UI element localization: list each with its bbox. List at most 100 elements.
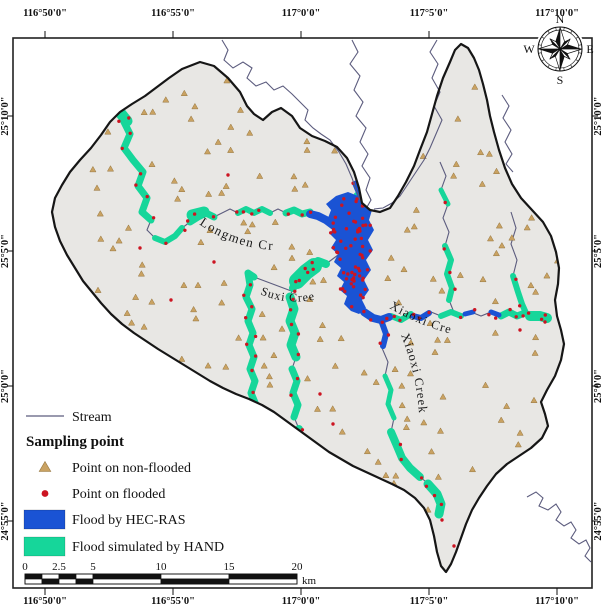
non-flooded-point-marker bbox=[398, 382, 406, 389]
latitude-label-left: 25°10'0" bbox=[0, 96, 11, 135]
scale-bar-tick-label: 2.5 bbox=[52, 561, 66, 573]
non-flooded-point-marker bbox=[180, 89, 188, 96]
non-flooded-point-marker bbox=[178, 185, 186, 192]
non-flooded-point-marker bbox=[104, 128, 112, 135]
non-flooded-point-marker bbox=[204, 362, 212, 369]
non-flooded-point-marker bbox=[303, 374, 312, 382]
non-flooded-point-marker bbox=[434, 473, 442, 480]
non-flooded-point-marker bbox=[192, 314, 200, 322]
non-flooded-point-marker bbox=[265, 372, 273, 380]
flooded-point-marker bbox=[399, 457, 403, 462]
flooded-point-marker bbox=[289, 322, 294, 327]
flooded-point-marker bbox=[120, 146, 124, 151]
non-flooded-point-marker bbox=[124, 224, 133, 231]
non-flooded-point-marker bbox=[516, 429, 524, 436]
flooded-point-marker bbox=[145, 194, 149, 199]
non-flooded-point-marker bbox=[235, 334, 243, 341]
hecras-flood-zone bbox=[326, 192, 374, 314]
flooded-point-marker bbox=[432, 493, 437, 498]
flooded-point-marker bbox=[250, 368, 254, 373]
non-flooded-points bbox=[89, 76, 562, 513]
non-flooded-point-marker bbox=[392, 472, 400, 479]
non-flooded-point-marker bbox=[450, 172, 458, 179]
flooded-point-marker bbox=[128, 131, 132, 135]
flooded-point-marker bbox=[331, 422, 335, 426]
hand-legend-swatch bbox=[23, 536, 66, 557]
flooded-point-marker bbox=[251, 390, 255, 395]
non-flooded-point-marker bbox=[403, 415, 411, 422]
non-flooded-point-marker bbox=[419, 152, 427, 159]
non-flooded-point-marker bbox=[214, 138, 222, 145]
hecras-legend-label: Flood by HEC-RAS bbox=[72, 513, 186, 528]
non-flooded-point-marker bbox=[508, 234, 516, 241]
flooded-point-marker bbox=[253, 429, 257, 433]
non-flooded-point-marker bbox=[218, 189, 226, 196]
flooded-point-marker bbox=[332, 229, 336, 234]
non-flooded-point-marker bbox=[527, 281, 535, 289]
flooded-point-marker bbox=[295, 376, 300, 381]
flooded-point-marker bbox=[453, 287, 457, 291]
flooded-point-marker bbox=[361, 295, 365, 300]
hecras-flood-zone bbox=[360, 308, 393, 324]
flooded-point-marker bbox=[250, 212, 254, 216]
flooded-point-marker bbox=[340, 203, 344, 207]
compass-south-label: S bbox=[557, 73, 564, 87]
flooded-point-marker bbox=[329, 231, 333, 235]
flooded-legend-swatch bbox=[41, 490, 49, 497]
flooded-point-marker bbox=[380, 320, 384, 324]
scale-bar-tick-label: 0 bbox=[22, 561, 28, 573]
hand-legend-label: Flood simulated by HAND bbox=[72, 540, 224, 555]
non-flooded-point-marker bbox=[106, 165, 115, 172]
non-flooded-point-marker bbox=[497, 416, 505, 423]
flooded-point-marker bbox=[211, 215, 216, 219]
flooded-point-marker bbox=[298, 468, 302, 472]
non-flooded-point-marker bbox=[477, 148, 485, 156]
non-flooded-point-marker bbox=[436, 427, 445, 434]
flooded-point-marker bbox=[226, 173, 230, 177]
non-flooded-point-marker bbox=[532, 333, 540, 341]
flooded-point-marker bbox=[358, 274, 362, 278]
flooded-point-marker bbox=[350, 305, 354, 309]
flooded-point-marker bbox=[398, 442, 403, 447]
flooded-point-marker bbox=[303, 266, 307, 271]
non-flooded-point-marker bbox=[220, 279, 228, 286]
map-frame bbox=[12, 37, 593, 589]
flooded-point-marker bbox=[487, 313, 491, 317]
flooded-point-marker bbox=[252, 403, 257, 407]
scale-bar-segment bbox=[41, 578, 60, 585]
non-flooded-point-marker bbox=[360, 369, 368, 376]
non-flooded-point-marker bbox=[260, 362, 268, 369]
hand-flood-zone bbox=[382, 373, 397, 421]
scale-bar-segment bbox=[160, 578, 230, 585]
non-flooded-point-marker bbox=[290, 172, 298, 180]
non-flooded-point-marker bbox=[439, 393, 447, 400]
non-flooded-point-marker bbox=[291, 185, 299, 192]
non-flooded-point-marker bbox=[452, 160, 460, 167]
hecras-flood-zone bbox=[306, 210, 338, 230]
non-flooded-point-marker bbox=[128, 319, 136, 326]
flooded-legend-label: Point on flooded bbox=[72, 487, 165, 502]
flooded-point-marker bbox=[514, 277, 518, 281]
non-flooded-point-marker bbox=[140, 108, 148, 115]
flooded-point-marker bbox=[311, 267, 315, 271]
flooded-point-marker bbox=[458, 315, 463, 320]
flooded-point-marker bbox=[378, 341, 382, 345]
non-flooded-point-marker bbox=[197, 238, 205, 245]
flooded-point-marker bbox=[350, 278, 354, 282]
non-flooded-point-marker bbox=[138, 261, 146, 268]
graticule-axes: 116°50'0" 116°55'0" 117°0'0" 117°5'0" 117°10… bbox=[0, 8, 604, 606]
flooded-point-marker bbox=[448, 270, 452, 275]
non-flooded-point-marker bbox=[123, 309, 131, 316]
non-flooded-point-marker bbox=[387, 254, 395, 261]
non-flooded-point-marker bbox=[431, 348, 439, 355]
non-flooded-point-marker bbox=[244, 227, 252, 235]
flooded-point-marker bbox=[296, 352, 300, 357]
non-flooded-point-marker bbox=[434, 336, 442, 343]
flooded-point-marker bbox=[452, 544, 456, 548]
flooded-point-marker bbox=[362, 309, 366, 314]
flooded-point-marker bbox=[339, 239, 343, 243]
non-flooded-point-marker bbox=[309, 278, 317, 285]
non-flooded-point-marker bbox=[400, 265, 408, 273]
scale-bar-segment bbox=[41, 573, 60, 580]
